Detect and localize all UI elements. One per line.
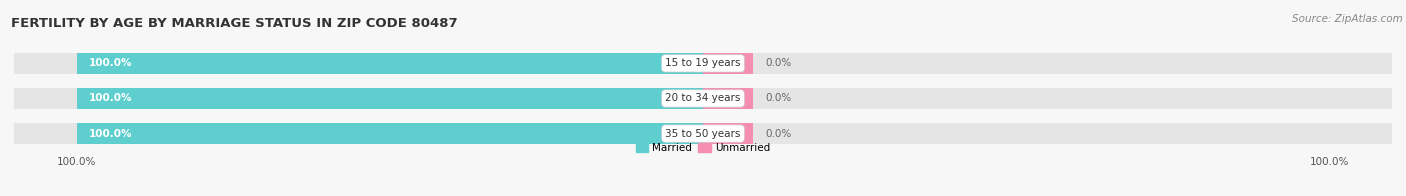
Text: 0.0%: 0.0% [766, 129, 792, 139]
Text: FERTILITY BY AGE BY MARRIAGE STATUS IN ZIP CODE 80487: FERTILITY BY AGE BY MARRIAGE STATUS IN Z… [11, 17, 458, 30]
Text: 100.0%: 100.0% [89, 93, 132, 103]
Legend: Married, Unmarried: Married, Unmarried [631, 139, 775, 157]
Bar [703, 53, 754, 74]
Bar [703, 88, 754, 109]
Text: 0.0%: 0.0% [766, 58, 792, 68]
Bar [14, 123, 1392, 144]
Text: 0.0%: 0.0% [766, 93, 792, 103]
Text: 100.0%: 100.0% [89, 58, 132, 68]
Bar [14, 88, 1392, 109]
Bar [77, 123, 703, 144]
Text: 100.0%: 100.0% [89, 129, 132, 139]
Text: 15 to 19 years: 15 to 19 years [665, 58, 741, 68]
Bar [77, 53, 703, 74]
Bar [703, 123, 754, 144]
Text: 20 to 34 years: 20 to 34 years [665, 93, 741, 103]
Text: Source: ZipAtlas.com: Source: ZipAtlas.com [1292, 14, 1403, 24]
Bar [14, 53, 1392, 74]
Text: 35 to 50 years: 35 to 50 years [665, 129, 741, 139]
Bar [77, 88, 703, 109]
